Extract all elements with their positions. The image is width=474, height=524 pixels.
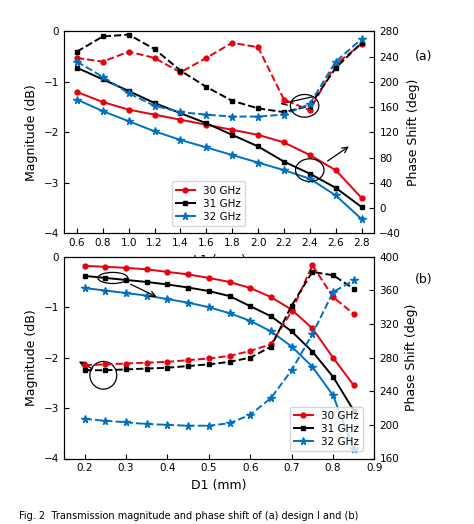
Y-axis label: Phase Shift (deg): Phase Shift (deg) bbox=[405, 304, 418, 411]
Y-axis label: Phase Shift (deg): Phase Shift (deg) bbox=[407, 79, 420, 186]
X-axis label: D1 (mm): D1 (mm) bbox=[191, 479, 247, 492]
Legend: 30 GHz, 31 GHz, 32 GHz: 30 GHz, 31 GHz, 32 GHz bbox=[290, 407, 363, 451]
Y-axis label: Magnitude (dB): Magnitude (dB) bbox=[25, 84, 38, 181]
Legend: 30 GHz, 31 GHz, 32 GHz: 30 GHz, 31 GHz, 32 GHz bbox=[172, 181, 245, 226]
Y-axis label: Magnitude (dB): Magnitude (dB) bbox=[25, 309, 38, 406]
Text: (a): (a) bbox=[415, 50, 432, 63]
Text: Fig. 2  Transmission magnitude and phase shift of (a) design I and (b): Fig. 2 Transmission magnitude and phase … bbox=[19, 511, 358, 521]
X-axis label: L1 (mm): L1 (mm) bbox=[193, 254, 246, 267]
Text: (b): (b) bbox=[415, 273, 432, 286]
